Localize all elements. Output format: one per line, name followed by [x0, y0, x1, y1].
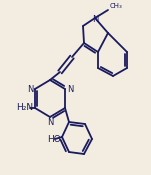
Text: H₂N: H₂N — [16, 103, 33, 113]
Text: N: N — [47, 118, 53, 127]
Text: HO: HO — [47, 135, 61, 145]
Text: CH₃: CH₃ — [110, 3, 123, 9]
Text: N: N — [27, 85, 33, 93]
Text: N: N — [92, 15, 98, 23]
Text: N: N — [67, 85, 73, 93]
